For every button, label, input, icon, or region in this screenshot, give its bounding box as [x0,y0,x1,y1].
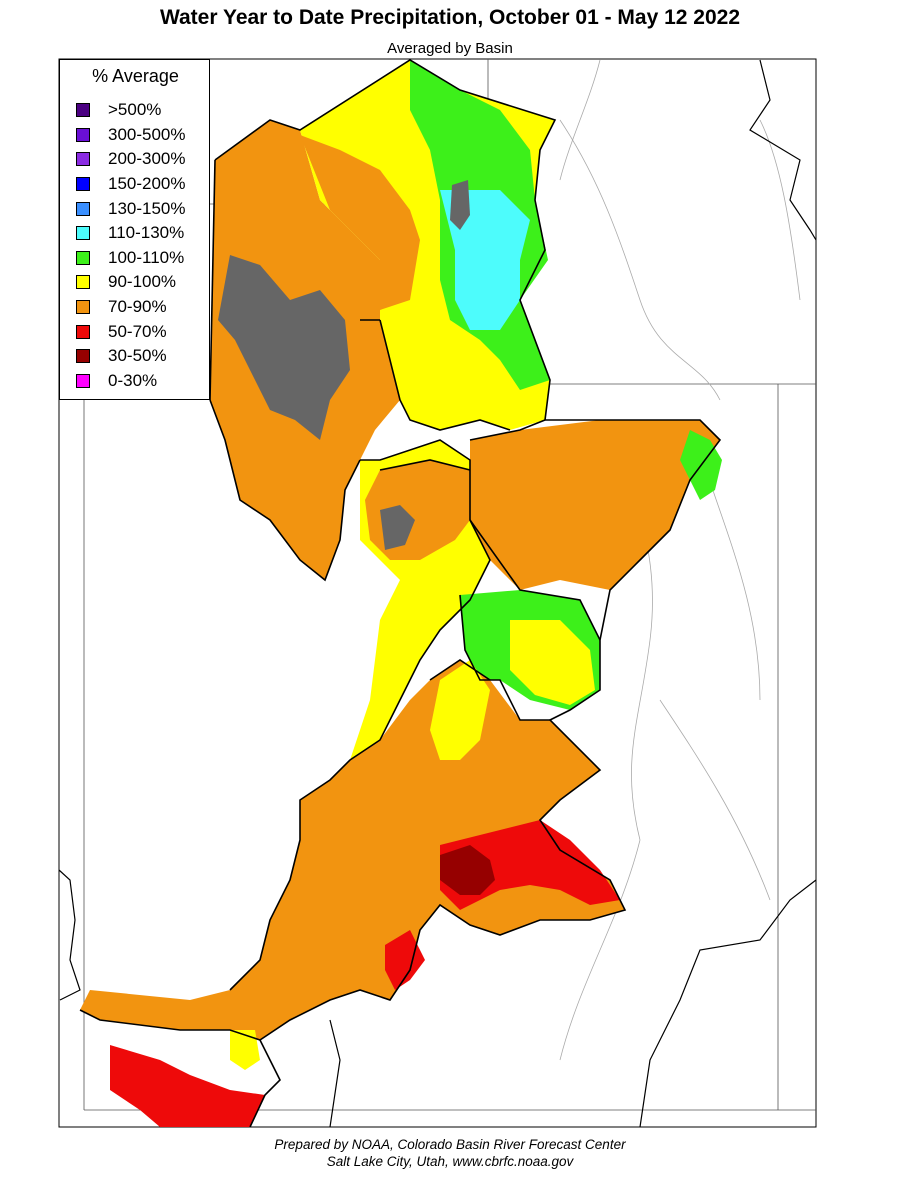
legend-label: 30-50% [108,346,167,366]
legend-swatch [76,127,90,142]
map-frame [58,58,817,1128]
legend-item: 100-110% [76,246,186,271]
legend-item: 130-150% [76,196,186,221]
legend-item: 110-130% [76,221,186,246]
legend-label: >500% [108,100,162,120]
legend-swatch [76,201,90,216]
basin-red-southwest [110,1045,265,1127]
legend-label: 0-30% [108,370,158,390]
footer-location: Salt Lake City, Utah, www.cbrfc.noaa.gov [326,1154,574,1169]
legend-label: 130-150% [108,198,186,218]
legend-item: 300-500% [76,123,186,148]
region-boundaries [58,59,817,1128]
legend-item: 0-30% [76,369,186,394]
legend-swatch [76,300,90,315]
legend-item: 200-300% [76,147,186,172]
legend-swatch [76,103,90,118]
legend-item: 30-50% [76,344,186,369]
no-data-area-north [450,180,470,230]
legend-swatch [76,349,90,364]
basin-boundaries [79,59,722,1128]
legend-swatch [76,250,90,265]
map-subtitle: Averaged by Basin [387,40,513,57]
basin-red-mid [385,930,425,990]
legend-title: % Average [92,66,179,86]
legend-item: 70-90% [76,295,186,320]
legend-label: 110-130% [108,223,185,243]
no-data-area [218,255,350,440]
legend-label: 150-200% [108,174,186,194]
legend-swatch [76,324,90,339]
legend-swatch [76,177,90,192]
legend-item: >500% [76,98,186,123]
basin-price-yellow [510,620,595,705]
legend: % Average >500% 300-500% 200-300% 150-20… [59,59,210,400]
legend-label: 300-500% [108,124,186,144]
basin-sevier [80,660,625,1040]
legend-label: 70-90% [108,297,167,317]
basin-uinta [470,420,720,590]
map-title: Water Year to Date Precipitation, Octobe… [159,6,741,29]
legend-item: 90-100% [76,270,186,295]
no-data-utah-lake [380,505,415,550]
legend-item: 150-200% [76,172,186,197]
basin-fills [80,60,722,1127]
legend-swatch [76,152,90,167]
basin-sevier-yellow [430,660,490,760]
footer-credit: Prepared by NOAA, Colorado Basin River F… [274,1137,626,1152]
basin-darkred [440,845,495,895]
legend-swatch [76,275,90,290]
basin-yellow-southwest [230,1030,260,1070]
legend-label: 200-300% [108,149,186,169]
legend-label: 90-100% [108,272,177,292]
legend-list: >500% 300-500% 200-300% 150-200% 130-150… [76,98,186,393]
legend-label: 50-70% [108,321,167,341]
footer: Prepared by NOAA, Colorado Basin River F… [0,1136,900,1170]
legend-item: 50-70% [76,319,186,344]
legend-label: 100-110% [108,247,185,267]
legend-swatch [76,226,90,241]
legend-swatch [76,373,90,388]
basin-bear-orange [300,135,420,310]
